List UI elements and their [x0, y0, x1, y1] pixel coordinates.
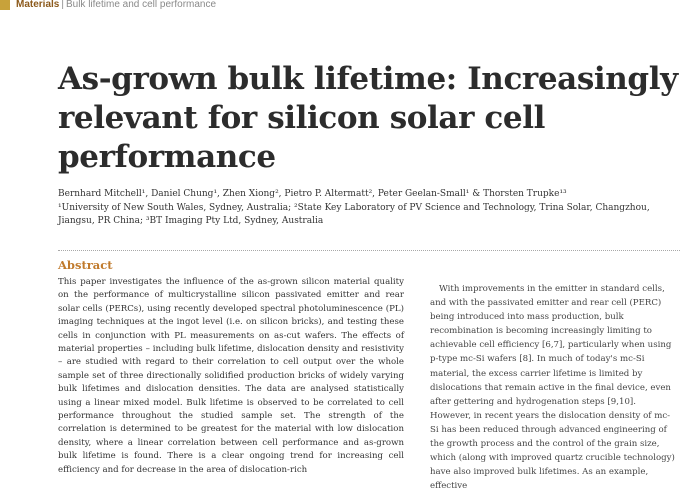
- introduction-body: With improvements in the emitter in stan…: [430, 284, 675, 492]
- abstract-body: This paper investigates the influence of…: [58, 277, 404, 475]
- abstract-heading: Abstract: [58, 258, 113, 272]
- author-affiliations: ¹University of New South Wales, Sydney, …: [58, 203, 650, 226]
- divider: [58, 250, 680, 251]
- author-list: Bernhard Mitchell¹, Daniel Chung¹, Zhen …: [58, 189, 567, 199]
- article-title: As-grown bulk lifetime: Increasingly rel…: [58, 61, 678, 175]
- section-name: Materials: [16, 0, 60, 10]
- section-topic: Bulk lifetime and cell performance: [65, 0, 217, 10]
- section-separator: |: [61, 0, 64, 10]
- section-marker: [0, 0, 10, 10]
- section-header: Materials | Bulk lifetime and cell perform…: [0, 0, 216, 12]
